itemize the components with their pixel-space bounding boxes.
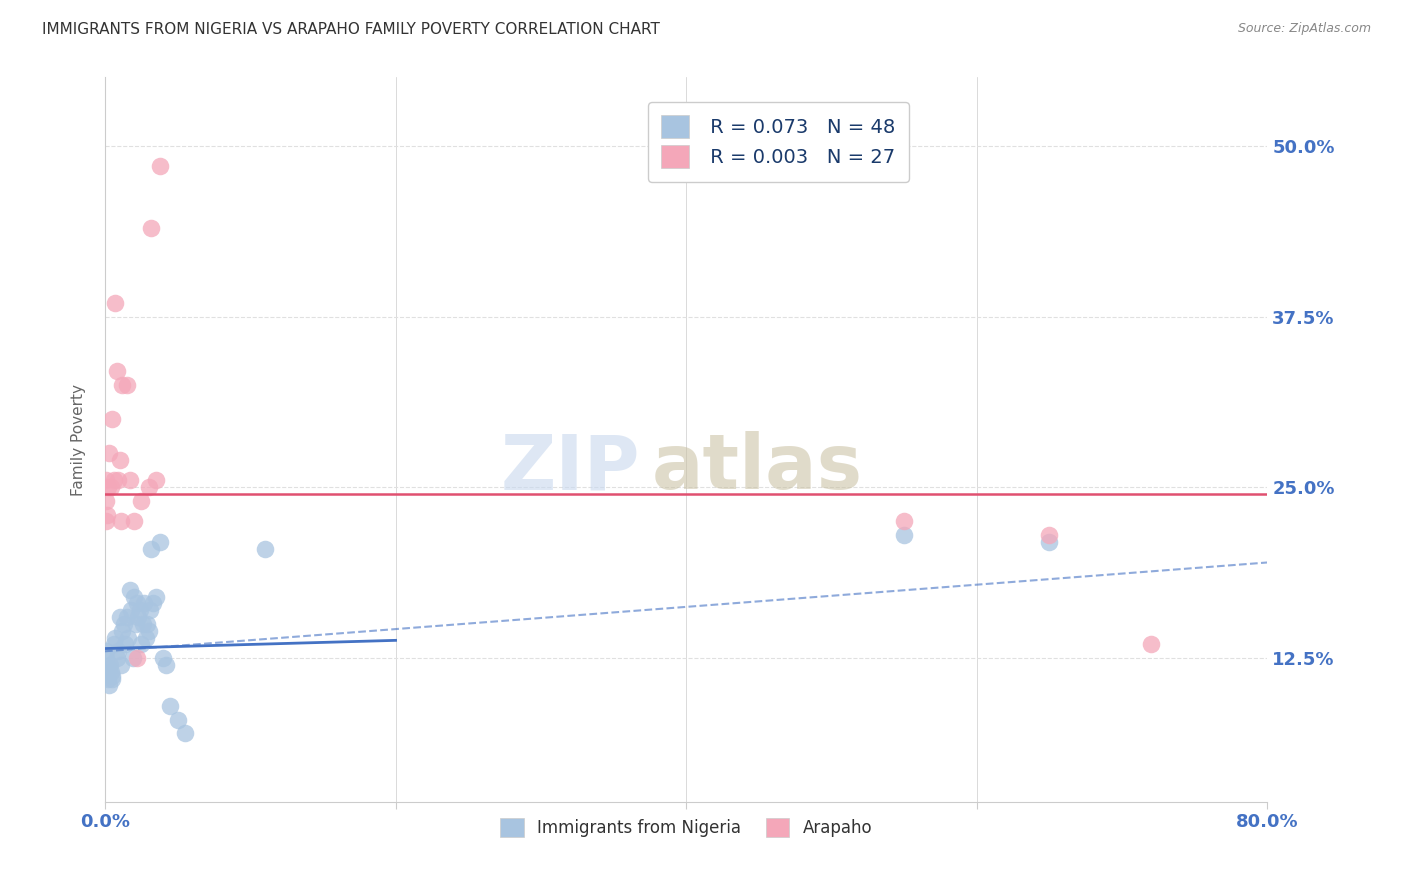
Point	[142, 597, 165, 611]
Point	[125, 651, 148, 665]
Point	[128, 603, 150, 617]
Point	[131, 494, 153, 508]
Text: Source: ZipAtlas.com: Source: ZipAtlas.com	[1237, 22, 1371, 36]
Point	[138, 624, 160, 638]
Point	[98, 446, 121, 460]
Point	[166, 713, 188, 727]
Point	[134, 597, 156, 611]
Point	[124, 617, 146, 632]
Point	[1038, 528, 1060, 542]
Point	[100, 669, 122, 683]
Point	[96, 651, 118, 665]
Point	[108, 453, 131, 467]
Point	[110, 515, 132, 529]
Point	[112, 617, 135, 632]
Point	[115, 610, 138, 624]
Point	[94, 474, 117, 488]
Point	[122, 515, 145, 529]
Point	[100, 665, 122, 679]
Point	[111, 624, 134, 638]
Point	[121, 651, 143, 665]
Point	[100, 480, 122, 494]
Text: ZIP: ZIP	[501, 432, 640, 506]
Point	[145, 474, 167, 488]
Point	[149, 159, 172, 173]
Point	[103, 474, 125, 488]
Point	[132, 617, 155, 632]
Point	[105, 364, 128, 378]
Point	[138, 480, 160, 494]
Text: atlas: atlas	[651, 432, 862, 506]
Point	[115, 377, 138, 392]
Point	[174, 726, 197, 740]
Point	[110, 657, 132, 672]
Legend: Immigrants from Nigeria, Arapaho: Immigrants from Nigeria, Arapaho	[494, 812, 879, 844]
Point	[111, 377, 134, 392]
Point	[118, 582, 141, 597]
Point	[152, 651, 174, 665]
Point	[149, 535, 172, 549]
Point	[1140, 637, 1163, 651]
Point	[108, 610, 131, 624]
Point	[141, 541, 163, 556]
Point	[1038, 535, 1060, 549]
Point	[159, 698, 181, 713]
Point	[136, 617, 159, 632]
Point	[141, 220, 163, 235]
Point	[97, 480, 120, 494]
Point	[125, 597, 148, 611]
Point	[131, 637, 153, 651]
Point	[118, 474, 141, 488]
Point	[96, 665, 118, 679]
Text: IMMIGRANTS FROM NIGERIA VS ARAPAHO FAMILY POVERTY CORRELATION CHART: IMMIGRANTS FROM NIGERIA VS ARAPAHO FAMIL…	[42, 22, 659, 37]
Point	[98, 661, 121, 675]
Point	[101, 672, 124, 686]
Point	[139, 603, 162, 617]
Point	[253, 541, 276, 556]
Point	[105, 651, 128, 665]
Point	[104, 631, 127, 645]
Point	[117, 631, 139, 645]
Point	[101, 412, 124, 426]
Point	[96, 515, 118, 529]
Point	[97, 672, 120, 686]
Point	[107, 474, 129, 488]
Point	[107, 644, 129, 658]
Point	[97, 678, 120, 692]
Point	[120, 603, 142, 617]
Point	[94, 494, 117, 508]
Point	[155, 657, 177, 672]
Point	[96, 508, 118, 522]
Point	[893, 515, 915, 529]
Point	[114, 637, 136, 651]
Point	[94, 644, 117, 658]
Point	[103, 637, 125, 651]
Point	[122, 590, 145, 604]
Point	[145, 590, 167, 604]
Point	[98, 657, 121, 672]
Point	[104, 296, 127, 310]
Point	[893, 528, 915, 542]
Point	[127, 610, 149, 624]
Y-axis label: Family Poverty: Family Poverty	[72, 384, 86, 496]
Point	[135, 631, 157, 645]
